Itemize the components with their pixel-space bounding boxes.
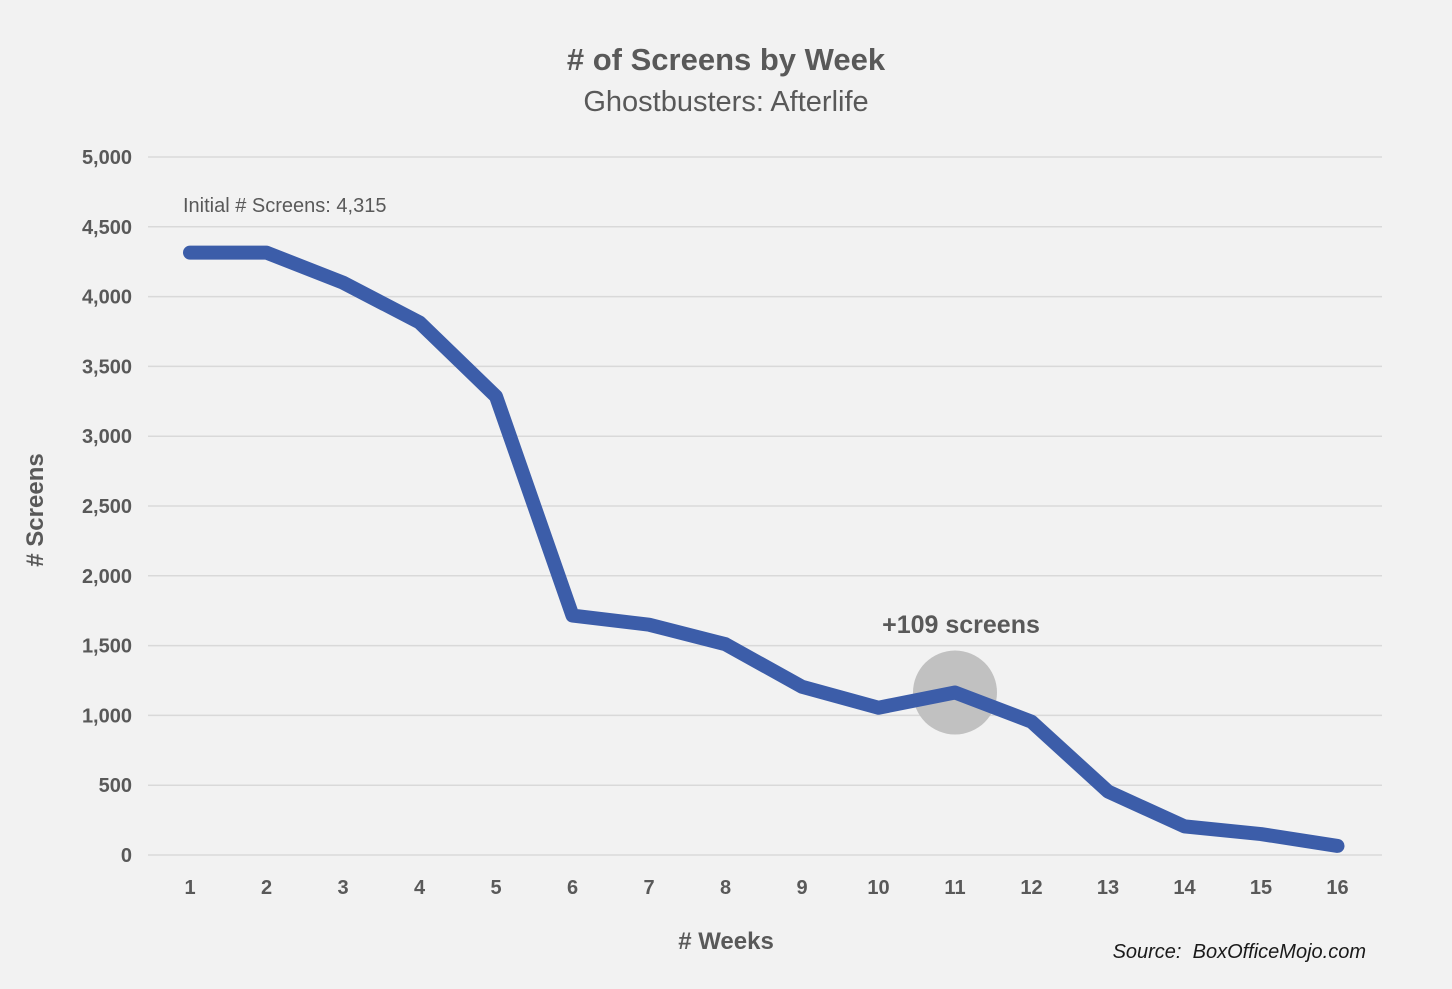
y-tick-label: 0 bbox=[121, 845, 132, 867]
x-tick-label: 4 bbox=[414, 877, 426, 899]
x-tick-label: 5 bbox=[490, 877, 501, 899]
y-tick-label: 3,500 bbox=[82, 356, 132, 378]
x-tick-label: 11 bbox=[944, 877, 965, 899]
x-tick-label: 6 bbox=[567, 877, 578, 899]
y-tick-label: 4,500 bbox=[82, 217, 132, 239]
source-credit: Source: BoxOfficeMojo.com bbox=[1112, 941, 1366, 963]
x-tick-label: 15 bbox=[1250, 877, 1272, 899]
annotation-initial-screens: Initial # Screens: 4,315 bbox=[183, 195, 387, 217]
x-tick-label: 10 bbox=[867, 877, 889, 899]
x-tick-label: 8 bbox=[720, 877, 731, 899]
x-tick-label: 12 bbox=[1020, 877, 1042, 899]
y-tick-label: 2,000 bbox=[82, 566, 132, 588]
screens-series-line bbox=[183, 245, 1345, 853]
y-tick-label: 5,000 bbox=[82, 147, 132, 169]
y-tick-label: 2,500 bbox=[82, 496, 132, 518]
y-tick-label: 3,000 bbox=[82, 426, 132, 448]
chart-title: # of Screens by Week bbox=[566, 42, 886, 77]
x-tick-label: 7 bbox=[643, 877, 654, 899]
chart-subtitle: Ghostbusters: Afterlife bbox=[583, 86, 869, 118]
y-tick-label: 500 bbox=[99, 775, 132, 797]
x-tick-label: 14 bbox=[1173, 877, 1196, 899]
x-tick-label: 9 bbox=[796, 877, 807, 899]
y-axis-title: # Screens bbox=[22, 453, 49, 567]
x-tick-label: 3 bbox=[337, 877, 348, 899]
x-axis-title: # Weeks bbox=[678, 928, 774, 955]
x-tick-label: 13 bbox=[1097, 877, 1119, 899]
y-tick-label: 1,000 bbox=[82, 705, 132, 727]
annotation-highlight-label: +109 screens bbox=[882, 611, 1040, 639]
y-tick-label: 1,500 bbox=[82, 636, 132, 658]
x-tick-label: 2 bbox=[261, 877, 272, 899]
y-tick-label: 4,000 bbox=[82, 287, 132, 309]
x-tick-label: 16 bbox=[1326, 877, 1348, 899]
x-tick-label: 1 bbox=[184, 877, 195, 899]
